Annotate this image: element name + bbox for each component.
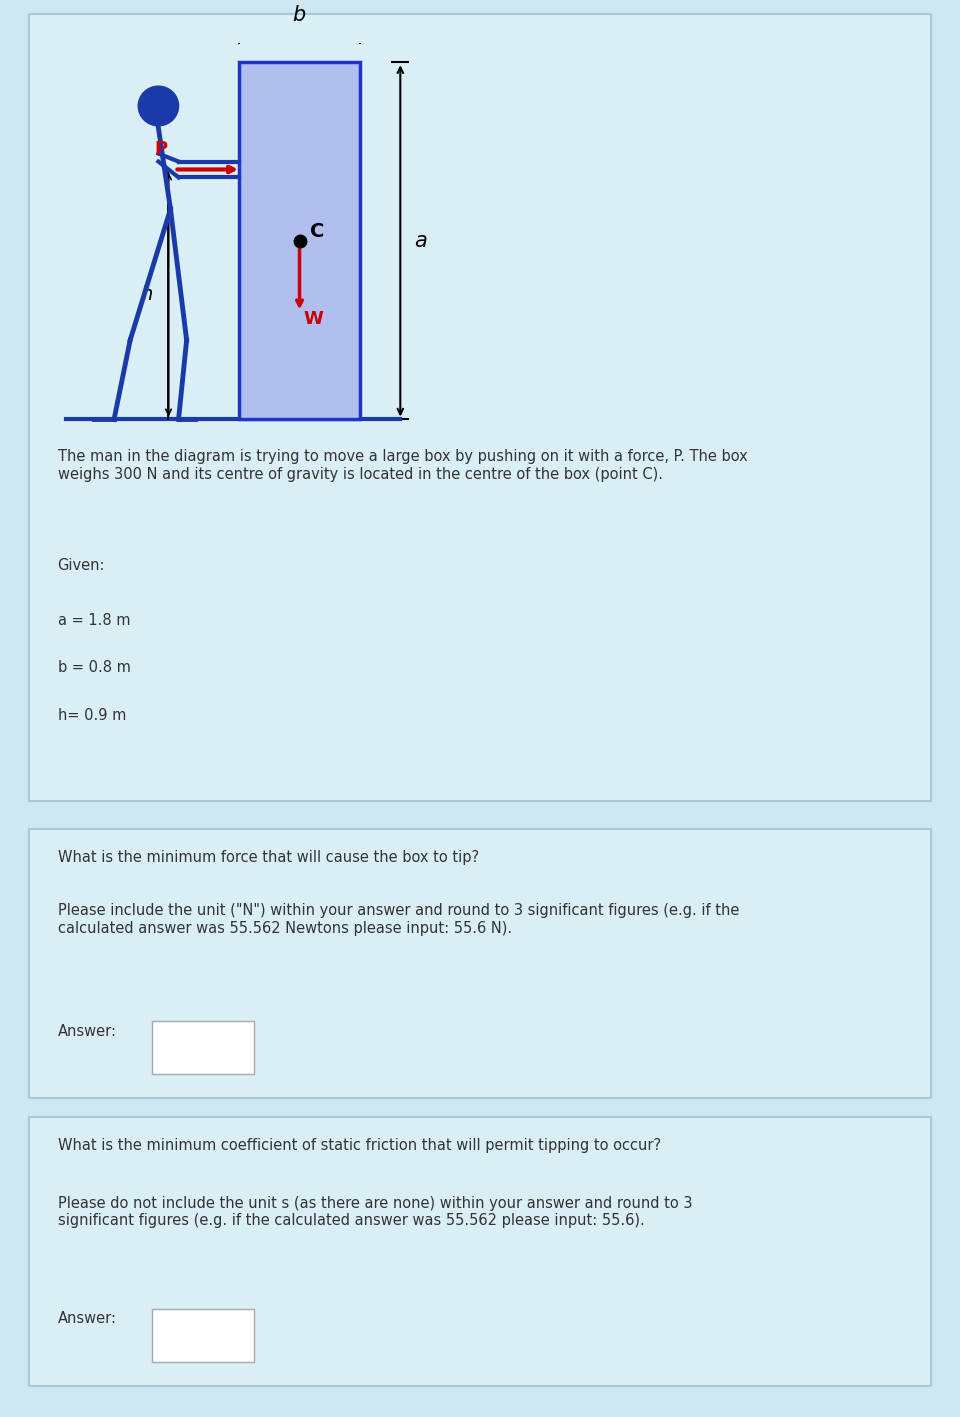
Text: h= 0.9 m: h= 0.9 m (58, 708, 126, 723)
Text: What is the minimum force that will cause the box to tip?: What is the minimum force that will caus… (58, 850, 479, 866)
Text: What is the minimum coefficient of static friction that will permit tipping to o: What is the minimum coefficient of stati… (58, 1138, 660, 1153)
Text: $h$: $h$ (140, 285, 153, 305)
Text: Please include the unit ("N") within your answer and round to 3 significant figu: Please include the unit ("N") within you… (58, 904, 739, 935)
FancyBboxPatch shape (152, 1309, 254, 1362)
Text: P: P (155, 140, 167, 157)
Text: C: C (309, 222, 324, 241)
Text: $b$: $b$ (293, 4, 306, 24)
Text: a = 1.8 m: a = 1.8 m (58, 612, 131, 628)
FancyBboxPatch shape (152, 1022, 254, 1074)
Text: b = 0.8 m: b = 0.8 m (58, 660, 131, 676)
Text: Answer:: Answer: (58, 1023, 116, 1039)
Text: The man in the diagram is trying to move a large box by pushing on it with a for: The man in the diagram is trying to move… (58, 449, 747, 482)
Bar (239, 62, 360, 419)
Text: Please do not include the unit s (as there are none) within your answer and roun: Please do not include the unit s (as the… (58, 1196, 692, 1229)
Text: Answer:: Answer: (58, 1312, 116, 1326)
Text: $a$: $a$ (415, 231, 428, 251)
Text: Given:: Given: (58, 558, 105, 574)
Text: W: W (303, 310, 324, 329)
Circle shape (138, 86, 179, 126)
